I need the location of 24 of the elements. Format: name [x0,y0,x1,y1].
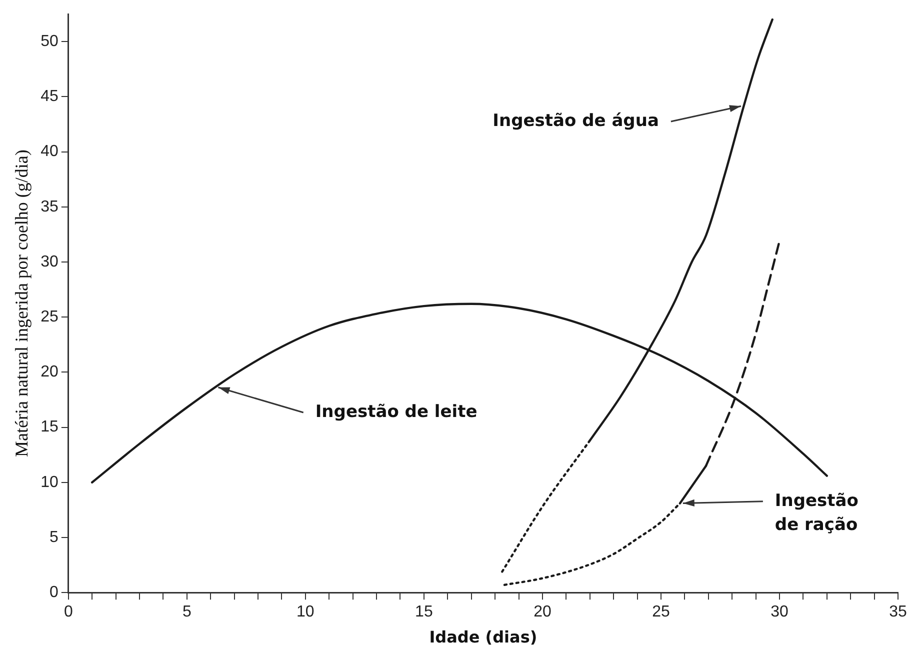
y-tick-label: 45 [40,88,58,106]
x-tick-label: 30 [770,604,788,621]
x-tick-label: 20 [534,604,552,621]
x-tick-label: 25 [652,604,670,621]
x-tick-label: 0 [64,604,73,621]
x-axis-title: Idade (dias) [429,628,538,647]
x-tick-label: 5 [182,604,192,621]
y-tick-label: 0 [49,584,58,602]
y-tick-label: 30 [40,253,58,270]
y-axis-title: Matéria natural ingerida por coelho (g/dia) [12,150,32,457]
y-tick-label: 25 [40,308,58,326]
annotation: Ingestão de ração [774,490,858,535]
annotation: Ingestão de leite [315,402,478,422]
y-tick-label: 15 [40,418,58,436]
y-tick-label: 10 [40,474,58,491]
y-tick-label: 35 [40,198,58,216]
y-tick-label: 50 [40,32,58,50]
x-tick-label: 35 [889,604,907,621]
annotation: Ingestão de água [492,110,659,131]
x-tick-label: 10 [296,604,314,621]
y-tick-label: 5 [49,528,58,546]
y-tick-label: 40 [40,143,58,160]
x-tick-label: 15 [415,604,433,621]
y-tick-label: 20 [40,364,58,381]
